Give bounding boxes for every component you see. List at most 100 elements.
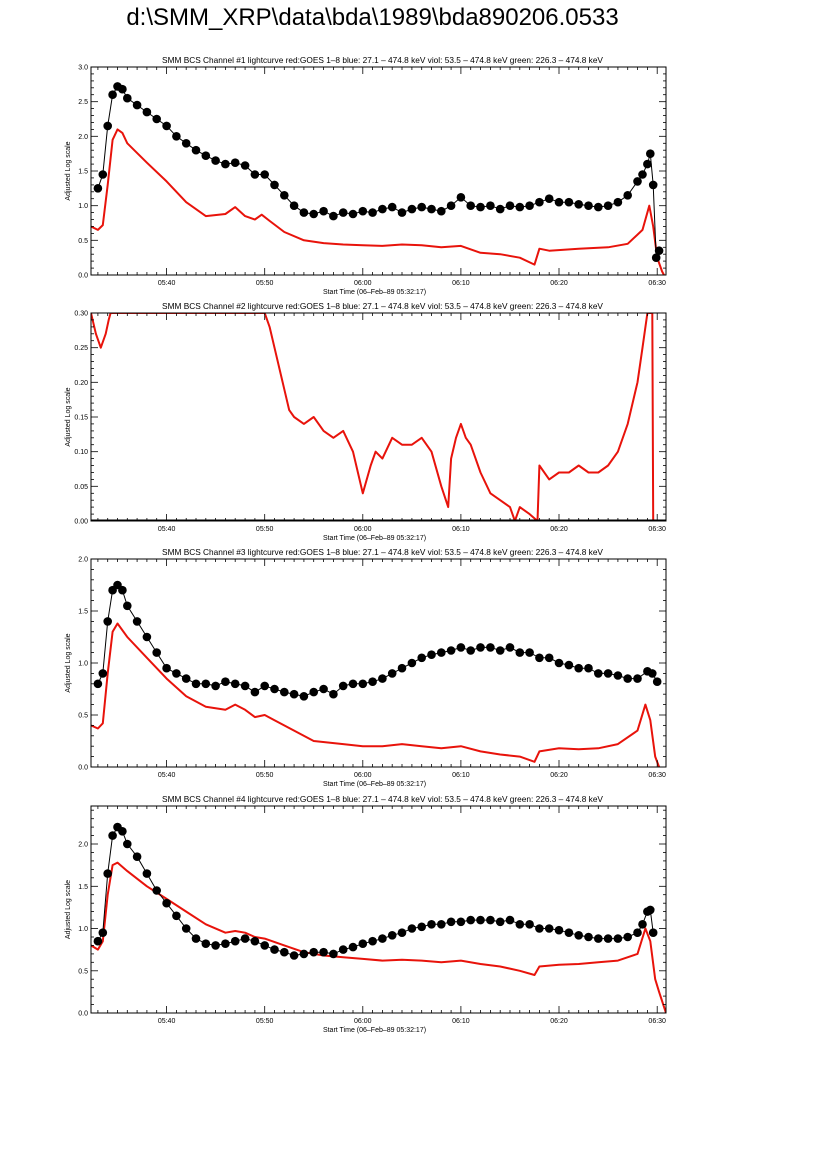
data-point	[613, 197, 623, 207]
y-tick-label: 1.0	[78, 926, 88, 933]
data-point	[594, 202, 603, 212]
data-point	[427, 650, 436, 659]
data-point	[407, 204, 417, 214]
y-tick-label: 0.5	[78, 713, 88, 720]
y-axis-label: Adjusted Log scale	[65, 387, 72, 446]
y-axis-label: Adjusted Log scale	[65, 141, 72, 200]
data-point	[515, 920, 525, 929]
data-point	[142, 632, 152, 642]
data-point	[132, 100, 142, 110]
x-tick-label: 06:30	[648, 280, 666, 287]
data-point	[181, 924, 191, 933]
series-line	[91, 128, 665, 275]
plot-area	[91, 580, 662, 767]
data-point	[564, 928, 574, 937]
data-point	[289, 201, 299, 210]
data-point	[427, 204, 436, 214]
y-tick-label: 0.00	[74, 519, 88, 526]
data-point	[574, 663, 583, 673]
chart-panel-4: SMM BCS Channel #4 lightcurve red:GOES 1…	[65, 794, 667, 1034]
data-point	[103, 869, 112, 878]
data-point	[348, 942, 358, 952]
x-tick-label: 06:00	[354, 772, 372, 779]
data-point	[162, 121, 171, 131]
data-point	[299, 692, 309, 701]
data-point	[309, 687, 319, 697]
data-point	[633, 674, 642, 683]
data-point	[201, 151, 211, 160]
data-point	[368, 936, 377, 946]
data-point	[98, 170, 108, 179]
data-point	[142, 107, 152, 117]
x-axis-label: Start Time (06–Feb–89 05:32:17)	[323, 1027, 426, 1034]
y-tick-label: 0.20	[74, 380, 88, 387]
data-point	[299, 208, 309, 217]
y-axis-label: Adjusted Log scale	[65, 880, 72, 939]
data-point	[476, 915, 485, 925]
x-tick-label: 06:00	[354, 280, 372, 287]
data-point	[329, 949, 338, 959]
data-point	[280, 687, 289, 697]
data-point	[98, 928, 108, 937]
data-point	[211, 941, 220, 950]
data-point	[544, 194, 554, 203]
data-point	[437, 920, 446, 929]
data-point	[162, 898, 171, 908]
y-axis-label: Adjusted Log scale	[65, 633, 72, 692]
data-point	[309, 947, 319, 957]
series-line	[97, 85, 660, 258]
data-point	[103, 617, 112, 626]
y-tick-label: 3.0	[78, 65, 88, 72]
data-point	[201, 939, 211, 948]
data-point	[280, 947, 289, 957]
data-point	[123, 839, 132, 849]
chart-title: SMM BCS Channel #3 lightcurve red:GOES 1…	[162, 547, 603, 557]
data-point	[118, 84, 127, 94]
series-line	[97, 584, 658, 697]
data-point	[172, 132, 181, 141]
x-tick-label: 05:40	[158, 280, 176, 287]
plot-area	[91, 82, 665, 275]
data-point	[329, 211, 338, 221]
x-axis-label: Start Time (06–Feb–89 05:32:17)	[323, 289, 426, 296]
data-point	[651, 253, 661, 262]
data-point	[250, 936, 260, 946]
data-point	[98, 669, 108, 678]
data-point	[554, 197, 564, 207]
data-point	[525, 201, 534, 210]
data-point	[643, 159, 652, 169]
data-point	[495, 917, 505, 927]
data-point	[348, 209, 358, 219]
x-tick-label: 06:30	[648, 1018, 666, 1025]
y-tick-label: 0.25	[74, 345, 88, 352]
data-point	[108, 831, 117, 840]
data-point	[172, 669, 181, 678]
data-point	[309, 209, 319, 219]
data-point	[270, 945, 279, 954]
data-point	[152, 648, 161, 657]
data-point	[505, 643, 515, 652]
x-tick-label: 06:00	[354, 1018, 372, 1025]
data-point	[132, 617, 142, 626]
data-point	[118, 827, 127, 836]
data-point	[427, 920, 436, 929]
data-point	[230, 679, 240, 689]
data-point	[152, 114, 161, 124]
plot-frame	[90, 558, 667, 768]
data-point	[299, 949, 309, 959]
data-point	[466, 201, 476, 210]
data-point	[211, 156, 220, 165]
data-point	[574, 931, 583, 940]
data-point	[574, 200, 583, 209]
data-point	[564, 197, 574, 207]
y-tick-label: 0.5	[78, 968, 88, 975]
data-point	[181, 674, 191, 683]
data-point	[240, 681, 250, 691]
x-tick-label: 06:20	[550, 1018, 568, 1025]
data-point	[319, 684, 328, 694]
data-point	[648, 180, 658, 190]
x-tick-label: 06:30	[648, 526, 666, 533]
data-point	[654, 246, 664, 255]
data-point	[108, 90, 117, 99]
data-point	[132, 852, 142, 861]
